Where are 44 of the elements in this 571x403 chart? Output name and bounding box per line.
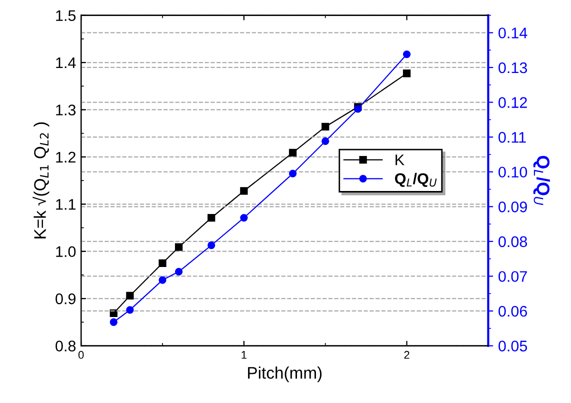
y2-tick-label: 0.11: [498, 132, 526, 143]
point: [208, 214, 216, 222]
x-tick-label: 2: [404, 350, 410, 359]
point: [174, 268, 183, 276]
y-tick-label: 1.4: [56, 58, 76, 68]
y2-tick-label: 0.13: [498, 62, 527, 74]
y-tick-label: 0.9: [56, 293, 76, 304]
point: [158, 276, 166, 284]
y-axis-title: K=k √(Q$_{L1}$ Q$_{L2}$ ): [32, 122, 50, 238]
point: [402, 70, 411, 78]
point: [158, 259, 166, 267]
y-tick-label: 0.8: [56, 340, 76, 352]
y2-tick-label: 0.14: [498, 28, 528, 38]
x-tick-label: 0: [78, 350, 84, 359]
point: [110, 318, 118, 326]
y2-axis-title: Q$_{L}$/Q$_{U}$: [533, 156, 550, 206]
y2-tick-label: 0.06: [498, 306, 527, 317]
y2-tick-label: 0.12: [498, 97, 527, 108]
point: [126, 292, 134, 300]
y2-tick-label: 0.09: [498, 202, 527, 212]
y2-tick-label: 0.08: [498, 236, 527, 248]
point: [126, 306, 134, 314]
y-tick-label: 1.0: [56, 246, 76, 258]
y-tick-label: 1.1: [56, 199, 76, 210]
y2-tick-label: 0.05: [498, 340, 528, 352]
y-tick-label: 1.3: [56, 104, 76, 116]
x-axis-title: Pitch(mm): [248, 366, 322, 382]
point: [174, 243, 183, 251]
x-tick-label: 1: [242, 351, 246, 359]
point: [240, 214, 248, 222]
legend-label: K: [396, 154, 404, 166]
point: [322, 137, 330, 146]
point: [288, 148, 297, 157]
point: [288, 170, 297, 178]
legend-label: Q$_{L}$/Q$_{U}$: [395, 172, 437, 187]
point: [110, 309, 118, 318]
y2-tick-label: 0.07: [498, 271, 527, 282]
y-tick-label: 1.2: [56, 152, 76, 162]
point: [402, 50, 411, 58]
y-tick-label: 1.5: [56, 10, 76, 21]
point: [208, 241, 216, 250]
point: [240, 187, 248, 195]
point: [322, 122, 330, 131]
y2-tick-label: 0.10: [498, 166, 528, 178]
